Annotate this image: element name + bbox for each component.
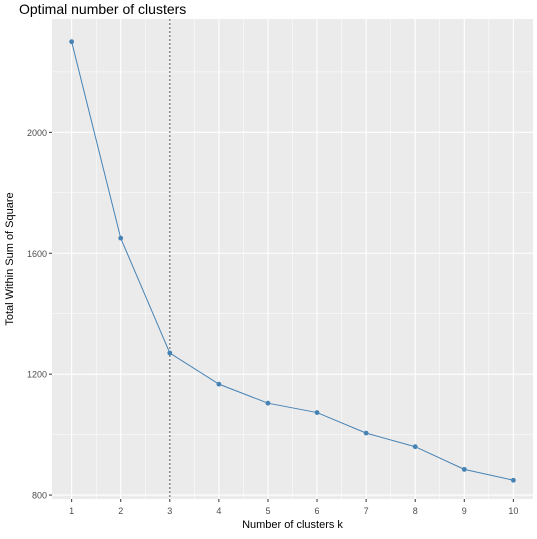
data-point-k1 bbox=[69, 39, 75, 45]
data-point-k3 bbox=[167, 350, 173, 356]
x-axis-label: Number of clusters k bbox=[242, 519, 343, 531]
x-tick-label: 7 bbox=[364, 506, 369, 516]
y-axis-label: Total Within Sum of Square bbox=[4, 192, 16, 325]
y-axis: 800 1200 1600 2000 bbox=[27, 128, 52, 501]
wss-series bbox=[71, 41, 514, 481]
data-point-k7 bbox=[363, 430, 369, 436]
x-tick-label: 5 bbox=[265, 506, 270, 516]
data-point-k6 bbox=[314, 410, 320, 415]
x-tick-label: 3 bbox=[167, 506, 172, 516]
data-point-k4 bbox=[216, 381, 222, 387]
x-tick-label: 6 bbox=[315, 506, 320, 516]
data-point-k5 bbox=[265, 400, 271, 406]
wss-line bbox=[71, 41, 514, 481]
data-point-k10 bbox=[510, 477, 516, 483]
data-point-k2 bbox=[118, 235, 124, 241]
minor-gridlines bbox=[52, 19, 533, 499]
y-tick-label: 1600 bbox=[27, 249, 47, 259]
x-tick-label: 4 bbox=[216, 506, 221, 516]
x-tick-label: 2 bbox=[118, 506, 123, 516]
chart-title: Optimal number of clusters bbox=[19, 1, 186, 17]
data-point-k8 bbox=[412, 444, 418, 450]
x-tick-label: 8 bbox=[413, 506, 418, 516]
y-tick-label: 2000 bbox=[27, 128, 47, 138]
y-tick-label: 800 bbox=[32, 491, 47, 501]
y-tick-label: 1200 bbox=[27, 370, 47, 380]
wss-points bbox=[69, 39, 516, 483]
x-axis: 1 2 3 4 5 6 7 8 9 10 bbox=[69, 499, 518, 516]
x-tick-label: 1 bbox=[69, 506, 74, 516]
x-tick-label: 10 bbox=[508, 506, 518, 516]
data-point-k9 bbox=[461, 466, 467, 472]
x-tick-label: 9 bbox=[462, 506, 467, 516]
